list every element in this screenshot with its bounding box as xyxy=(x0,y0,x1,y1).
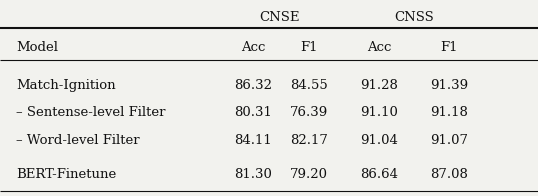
Text: CNSE: CNSE xyxy=(259,11,300,24)
Text: Match-Ignition: Match-Ignition xyxy=(16,79,116,92)
Text: 86.32: 86.32 xyxy=(234,79,272,92)
Text: – Sentense-level Filter: – Sentense-level Filter xyxy=(16,106,166,119)
Text: – Word-level Filter: – Word-level Filter xyxy=(16,134,140,147)
Text: 91.18: 91.18 xyxy=(430,106,468,119)
Text: 91.07: 91.07 xyxy=(430,134,468,147)
Text: 82.17: 82.17 xyxy=(291,134,328,147)
Text: Acc: Acc xyxy=(240,41,265,54)
Text: Model: Model xyxy=(16,41,58,54)
Text: 87.08: 87.08 xyxy=(430,168,468,181)
Text: 79.20: 79.20 xyxy=(291,168,328,181)
Text: 84.55: 84.55 xyxy=(291,79,328,92)
Text: Acc: Acc xyxy=(367,41,392,54)
Text: F1: F1 xyxy=(441,41,458,54)
Text: 91.39: 91.39 xyxy=(430,79,468,92)
Text: 84.11: 84.11 xyxy=(234,134,272,147)
Text: F1: F1 xyxy=(301,41,318,54)
Text: 80.31: 80.31 xyxy=(234,106,272,119)
Text: 86.64: 86.64 xyxy=(360,168,398,181)
Text: 81.30: 81.30 xyxy=(234,168,272,181)
Text: 76.39: 76.39 xyxy=(290,106,329,119)
Text: CNSS: CNSS xyxy=(394,11,434,24)
Text: BERT-Finetune: BERT-Finetune xyxy=(16,168,116,181)
Text: 91.04: 91.04 xyxy=(360,134,398,147)
Text: 91.10: 91.10 xyxy=(360,106,398,119)
Text: 91.28: 91.28 xyxy=(360,79,398,92)
